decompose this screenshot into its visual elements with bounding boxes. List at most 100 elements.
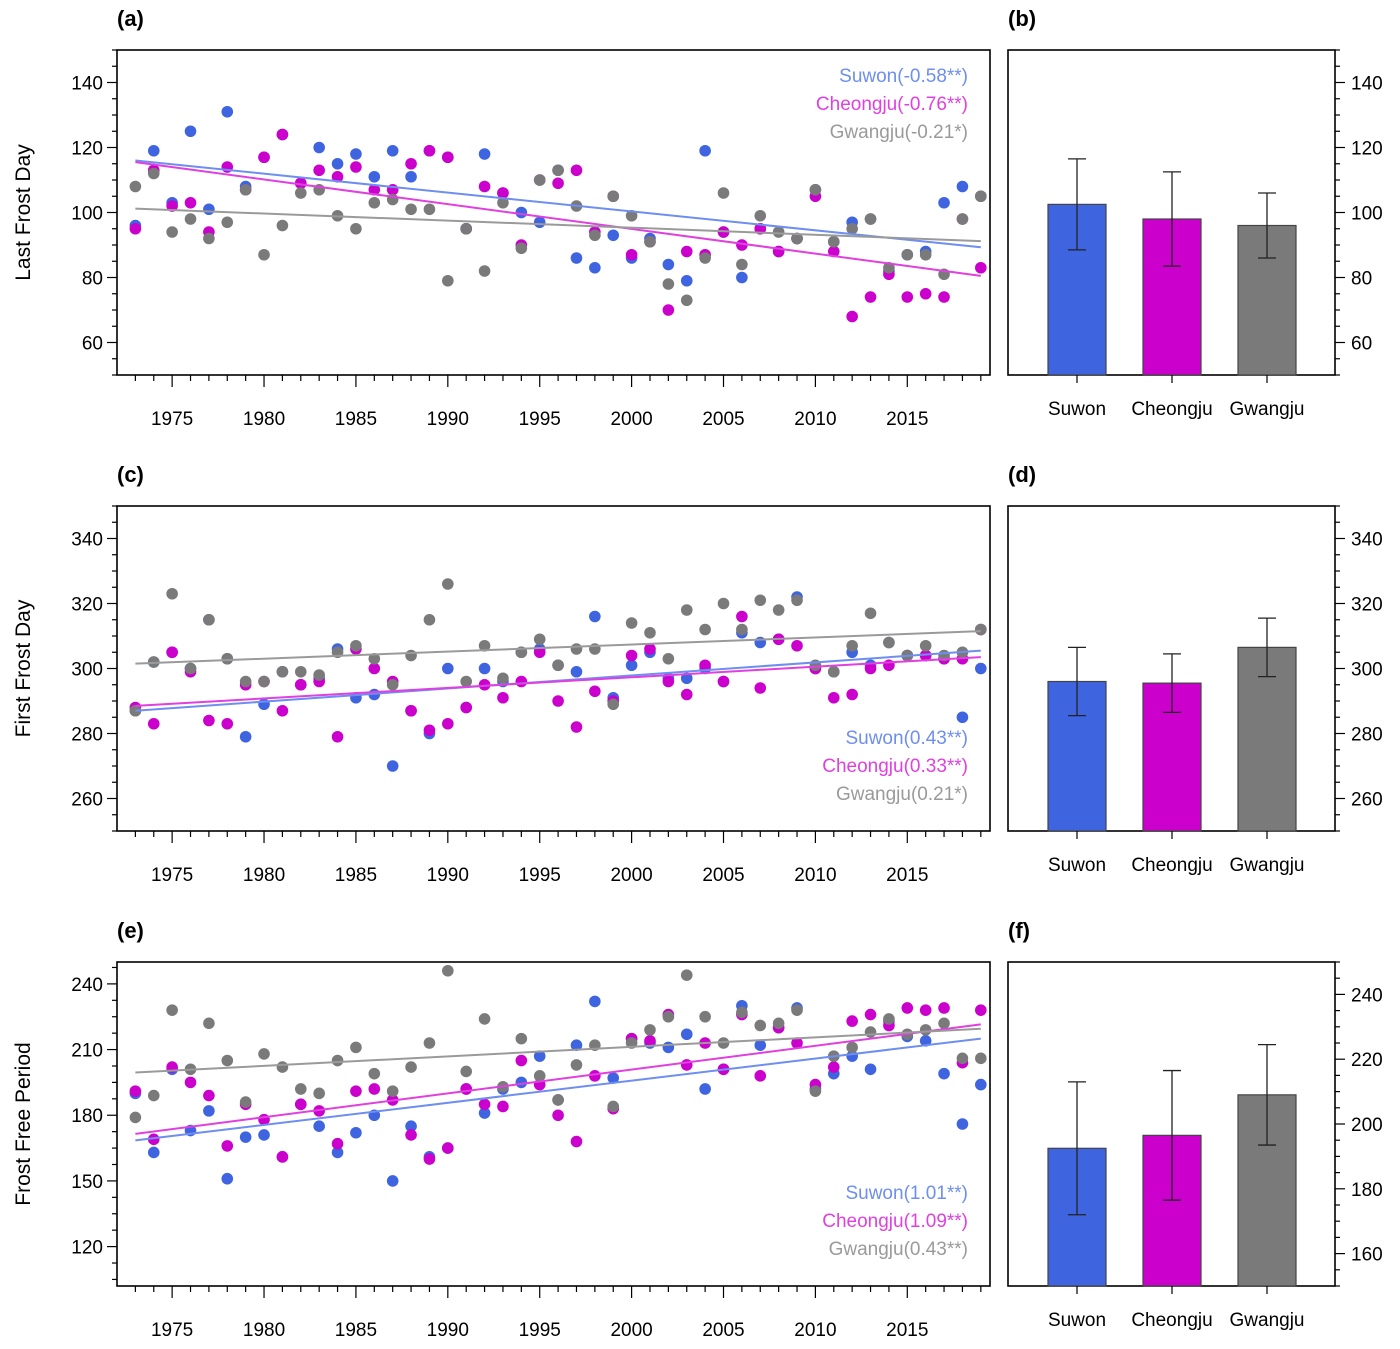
legend-entry-cheongju: Cheongju(-0.76**) (816, 94, 968, 115)
data-point (442, 578, 454, 590)
data-point (184, 125, 197, 138)
data-point (864, 291, 877, 303)
data-point (368, 170, 381, 183)
scatter-panel-a: (a) 60 80 100 120 140 1975 1980 1985 1990 1995 2000… (12, 6, 991, 430)
data-point (736, 1006, 748, 1019)
bar-panel-d: (d) 260 280 300 320 340 Suwon Cheongju Gwangju (1007, 462, 1383, 876)
y-tick-label: 220 (1351, 1050, 1383, 1071)
x-category-label: Suwon (1048, 399, 1106, 420)
data-point (221, 1140, 234, 1152)
data-point (515, 675, 528, 688)
trend-line-gwangju (135, 1027, 981, 1074)
data-point (368, 652, 381, 665)
data-point (827, 1061, 840, 1073)
data-point (258, 151, 270, 164)
x-tick-label: 2000 (610, 409, 652, 430)
data-point (276, 1061, 289, 1073)
panel-label: (c) (117, 462, 144, 487)
data-point (552, 659, 564, 672)
data-point (809, 183, 822, 196)
data-point (423, 144, 436, 157)
panel-label: (a) (117, 6, 144, 31)
data-point (846, 1041, 858, 1054)
data-point (203, 714, 215, 727)
data-point (754, 1070, 767, 1082)
y-tick-label: 180 (1351, 1180, 1383, 1201)
data-point (570, 665, 583, 678)
data-point (754, 209, 767, 222)
legend-entry-cheongju: Cheongju(0.33**) (822, 756, 968, 777)
data-point (919, 639, 932, 652)
data-point (294, 177, 307, 190)
data-point (552, 695, 564, 707)
data-point (497, 691, 509, 704)
y-tick-label: 240 (71, 975, 103, 996)
data-point (405, 1061, 417, 1073)
data-point (680, 294, 693, 307)
data-point (754, 1039, 767, 1051)
y-tick-label: 320 (1351, 595, 1383, 616)
data-point (938, 291, 950, 303)
y-tick-label: 150 (71, 1172, 103, 1193)
data-point (423, 1153, 436, 1165)
data-point (497, 196, 509, 209)
data-point (533, 1050, 546, 1062)
data-point (754, 594, 767, 607)
y-tick-label: 100 (1351, 204, 1383, 225)
data-point (129, 1085, 142, 1097)
data-point (239, 1096, 252, 1108)
series-gwangju (129, 164, 987, 307)
data-point (442, 1142, 454, 1154)
data-point (717, 675, 730, 688)
legend-entry-gwangju: Gwangju(-0.21*) (830, 122, 968, 143)
data-point (386, 760, 399, 772)
data-point (221, 1172, 234, 1185)
data-point (736, 258, 748, 271)
data-point (423, 1037, 436, 1049)
data-point (625, 649, 638, 662)
data-point (386, 144, 399, 157)
y-axis-title: Frost Free Period (12, 1042, 35, 1205)
data-point (313, 141, 325, 154)
data-point (368, 183, 381, 196)
data-point (607, 1072, 620, 1084)
data-point (442, 964, 454, 977)
y-tick-label: 60 (82, 334, 103, 355)
data-point (276, 704, 289, 717)
data-point (956, 1118, 969, 1130)
x-tick-label: 1985 (335, 1320, 377, 1341)
x-tick-label: 1995 (519, 865, 561, 886)
data-point (570, 721, 583, 733)
data-point (644, 626, 656, 639)
data-point (350, 1126, 362, 1139)
data-point (350, 1041, 362, 1054)
data-point (791, 232, 803, 245)
data-point (827, 691, 840, 704)
scatter-panel-c: (c) 260 280 300 320 340 1975 1980 1985 1990 1995 20… (12, 462, 991, 886)
data-point (221, 105, 234, 118)
data-point (662, 258, 675, 271)
x-category-label: Gwangju (1230, 399, 1305, 420)
data-point (147, 167, 160, 180)
data-point (239, 1131, 252, 1143)
data-point (552, 1109, 564, 1122)
trend-line-gwangju (135, 630, 981, 665)
data-point (460, 222, 473, 235)
data-point (956, 180, 969, 193)
legend-entry-suwon: Suwon(1.01**) (845, 1183, 968, 1204)
data-point (405, 157, 417, 170)
data-point (625, 617, 638, 629)
data-point (680, 969, 693, 981)
data-point (203, 1017, 215, 1030)
x-category-label: Gwangju (1230, 1310, 1305, 1331)
data-point (368, 1083, 381, 1095)
data-point (680, 688, 693, 701)
data-point (680, 1059, 693, 1071)
data-point (919, 1024, 932, 1036)
data-point (975, 1052, 987, 1065)
bar-panel-b: (b) 60 80 100 120 140 Suwon Cheongju Gwangju (1007, 6, 1383, 420)
data-point (772, 1017, 785, 1030)
data-point (184, 662, 197, 675)
data-point (717, 187, 730, 199)
data-point (625, 248, 638, 261)
